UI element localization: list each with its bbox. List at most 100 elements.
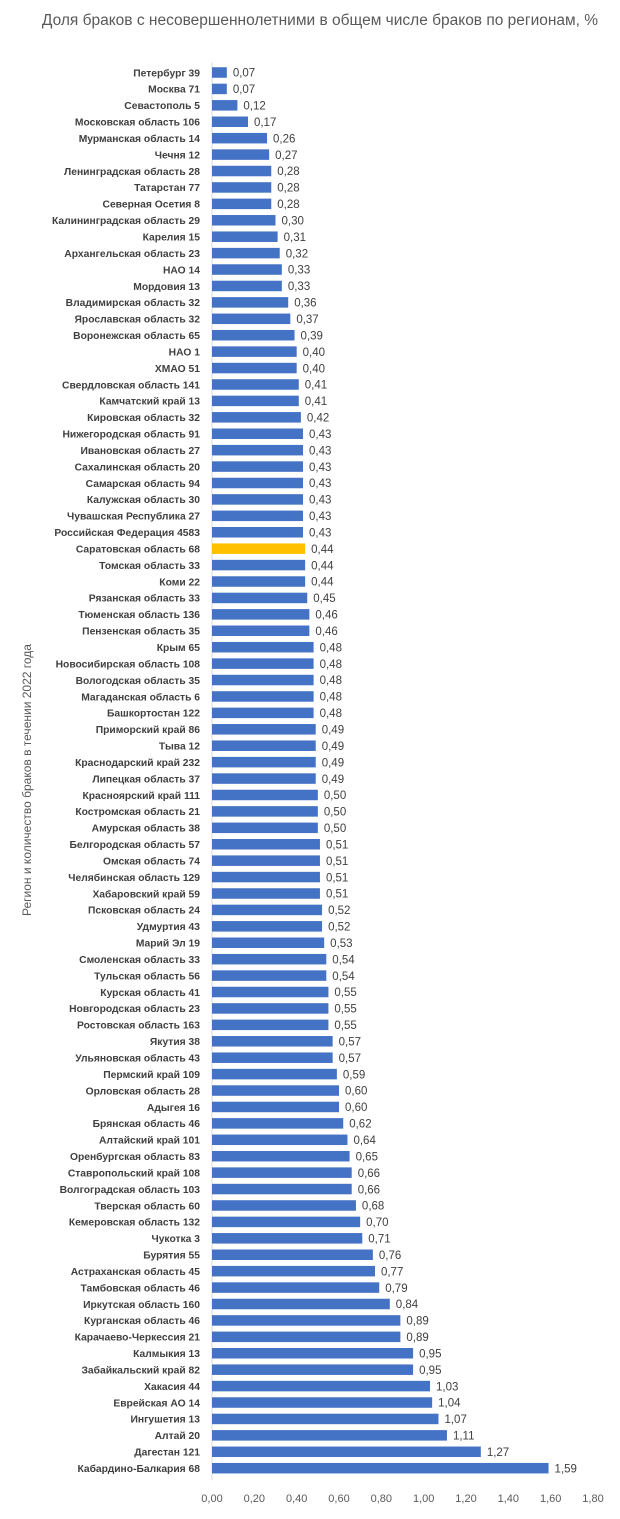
bar xyxy=(212,247,280,259)
data-label: 0,43 xyxy=(309,445,331,457)
category-label: Новгородская область 23 xyxy=(69,1003,200,1015)
category-label: Томская область 33 xyxy=(99,560,200,572)
data-label: 0,55 xyxy=(334,1004,356,1016)
bar xyxy=(212,1036,333,1047)
data-label: 0,49 xyxy=(322,757,344,769)
category-label: Башкортостан 122 xyxy=(107,709,200,720)
bar xyxy=(212,1118,344,1129)
bar xyxy=(212,1446,481,1458)
category-label: Алтай 20 xyxy=(155,1431,201,1442)
data-label: 0,52 xyxy=(328,905,350,917)
category-label: Орловская область 28 xyxy=(86,1085,201,1097)
category-label: Севастополь 5 xyxy=(124,101,200,112)
bar xyxy=(212,921,323,932)
bar xyxy=(212,904,323,916)
category-label: Омская область 74 xyxy=(103,855,200,867)
bar xyxy=(212,543,306,554)
bar xyxy=(212,1167,352,1178)
bar xyxy=(212,1200,356,1211)
bar xyxy=(212,264,282,275)
data-label: 1,03 xyxy=(436,1381,458,1393)
data-label: 0,32 xyxy=(286,248,308,260)
bar xyxy=(212,789,318,801)
bar xyxy=(212,970,327,981)
data-label: 1,27 xyxy=(487,1447,509,1459)
data-label: 0,76 xyxy=(379,1250,401,1262)
category-label: Чувашская Республика 27 xyxy=(67,511,200,523)
data-label: 0,84 xyxy=(396,1299,419,1311)
data-label: 0,79 xyxy=(385,1283,407,1295)
category-label: Рязанская область 33 xyxy=(89,593,200,605)
category-label: Тыва 12 xyxy=(159,742,200,753)
x-tick-label: 1,20 xyxy=(455,1493,476,1505)
bar xyxy=(212,182,272,193)
bar xyxy=(212,1068,337,1080)
bar xyxy=(212,1019,329,1031)
bar xyxy=(212,756,316,768)
data-label: 0,59 xyxy=(343,1069,365,1081)
category-label: Дагестан 121 xyxy=(134,1448,200,1459)
category-label: Курганская область 46 xyxy=(84,1315,200,1327)
bar xyxy=(212,1413,439,1425)
category-label: Амурская область 38 xyxy=(92,823,201,835)
data-label: 0,41 xyxy=(305,396,327,408)
data-label: 0,39 xyxy=(301,330,323,342)
bar xyxy=(212,362,297,374)
bar xyxy=(212,346,297,357)
category-label: Калмыкия 13 xyxy=(133,1349,200,1360)
data-label: 0,28 xyxy=(277,166,299,178)
data-label: 0,30 xyxy=(282,215,304,227)
category-label: Марий Эл 19 xyxy=(136,939,200,950)
data-label: 0,55 xyxy=(334,987,356,999)
category-label: Нижегородская область 91 xyxy=(63,429,201,441)
category-label: ХМАО 51 xyxy=(155,364,200,375)
category-label: Костромская область 21 xyxy=(75,806,200,818)
data-label: 0,77 xyxy=(381,1266,403,1278)
bar xyxy=(212,1364,414,1375)
data-label: 0,33 xyxy=(288,265,310,277)
category-label: Хакасия 44 xyxy=(144,1382,200,1393)
bar xyxy=(212,149,270,160)
data-label: 0,41 xyxy=(305,380,327,392)
x-tick-label: 1,40 xyxy=(498,1493,519,1505)
data-label: 0,60 xyxy=(345,1086,367,1098)
data-label: 0,44 xyxy=(311,544,334,556)
category-label: Мордовия 13 xyxy=(133,282,200,293)
category-label: Приморский край 86 xyxy=(96,725,201,736)
data-label: 0,36 xyxy=(294,298,316,310)
bar xyxy=(212,477,304,489)
category-label: Северная Осетия 8 xyxy=(103,200,201,211)
data-label: 0,27 xyxy=(275,150,297,162)
data-label: 1,11 xyxy=(453,1431,475,1443)
bar xyxy=(212,707,314,719)
bar xyxy=(212,444,304,456)
category-label: Ленинградская область 28 xyxy=(64,166,200,178)
category-label: Кабардино-Балкария 68 xyxy=(77,1463,200,1475)
data-label: 0,49 xyxy=(322,741,344,753)
category-label: Тверская область 60 xyxy=(94,1200,200,1212)
bar xyxy=(212,1265,375,1277)
category-label: Пензенская область 35 xyxy=(82,626,200,638)
bar xyxy=(212,1249,373,1260)
category-label: Удмуртия 43 xyxy=(137,922,200,933)
x-tick-label: 1,80 xyxy=(582,1493,603,1505)
data-label: 0,37 xyxy=(296,314,318,326)
data-label: 0,07 xyxy=(233,68,255,80)
category-label: Липецкая область 37 xyxy=(92,773,200,785)
bar xyxy=(212,395,299,407)
bar xyxy=(212,313,291,325)
category-label: Татарстан 77 xyxy=(134,183,200,194)
bar xyxy=(212,953,327,965)
category-label: Петербург 39 xyxy=(133,67,200,79)
bar xyxy=(212,1462,549,1474)
data-label: 0,07 xyxy=(233,84,255,96)
bar xyxy=(212,1150,350,1162)
data-label: 0,44 xyxy=(311,577,334,589)
category-label: Курская область 41 xyxy=(100,987,200,999)
bar xyxy=(212,461,304,472)
bar xyxy=(212,231,278,242)
bar xyxy=(212,1380,431,1392)
bar xyxy=(212,855,320,866)
category-label: Коми 22 xyxy=(159,577,200,588)
